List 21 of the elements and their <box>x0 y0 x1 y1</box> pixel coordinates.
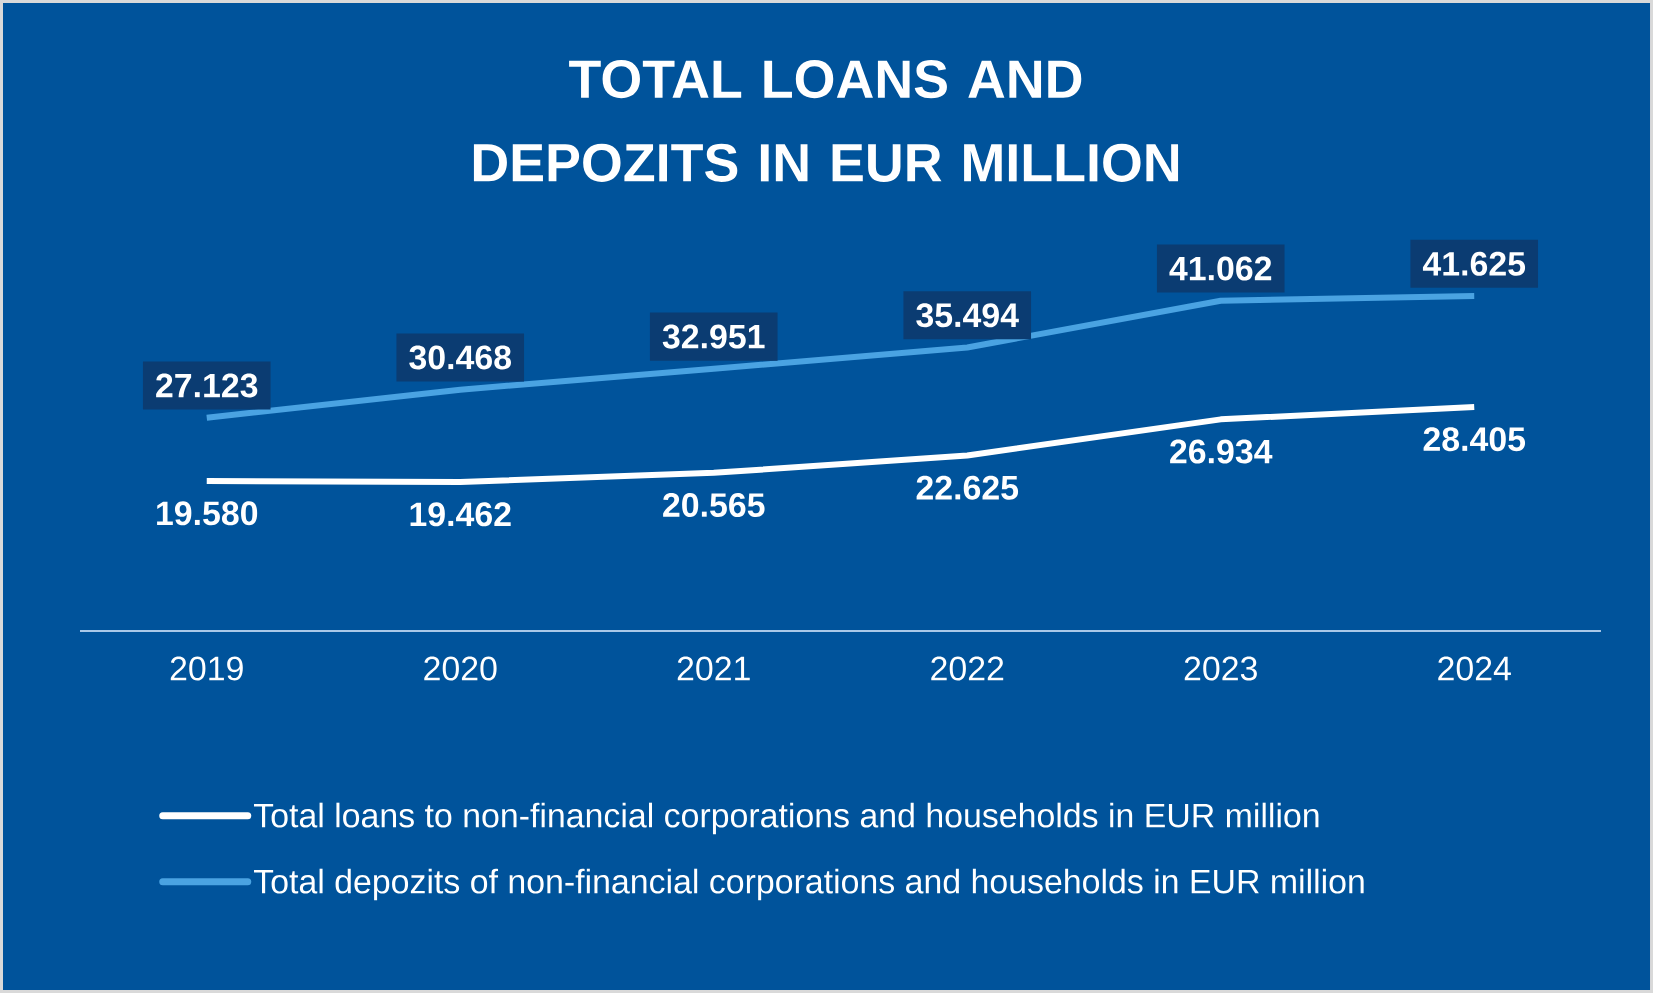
data-label: 28.405 <box>1423 427 1526 452</box>
legend-label: Total loans to non-financial corporations and households in EUR million <box>254 802 1319 835</box>
legend-label: Total depozits of non-financial corporations and households in EUR million <box>254 868 1364 901</box>
x-tick-label: 2020 <box>424 656 497 681</box>
data-label: 20.565 <box>663 493 765 518</box>
x-tick-label: 2021 <box>677 656 750 681</box>
data-label: 26.934 <box>1170 439 1273 464</box>
data-label: 22.625 <box>916 475 1019 500</box>
chart-title: TOTAL LOANS AND DEPOZITS IN EUR MILLION <box>473 60 1179 182</box>
data-label: 19.580 <box>157 501 258 526</box>
data-label: 27.123 <box>156 373 258 398</box>
data-label: 35.494 <box>916 303 1019 328</box>
data-label: 41.062 <box>1169 256 1272 281</box>
x-tick-label: 2019 <box>170 656 243 681</box>
data-label: 30.468 <box>409 345 511 370</box>
x-tick-label: 2024 <box>1438 656 1511 681</box>
x-tick-label: 2022 <box>931 656 1004 681</box>
data-label: 19.462 <box>410 502 511 527</box>
x-tick-label: 2023 <box>1184 656 1257 681</box>
data-label: 41.625 <box>1422 251 1526 276</box>
data-label: 32.951 <box>662 324 765 349</box>
